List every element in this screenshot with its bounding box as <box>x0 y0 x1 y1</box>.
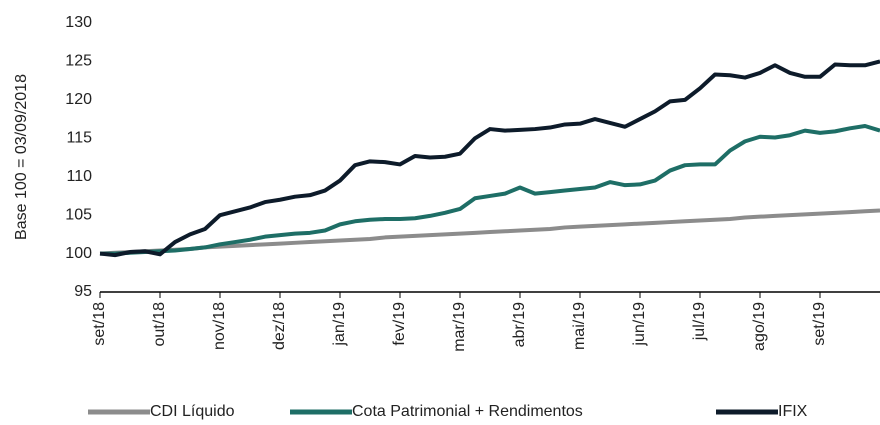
series-line <box>100 123 880 256</box>
y-tick-label: 115 <box>66 130 92 147</box>
y-tick-label: 100 <box>65 245 92 262</box>
series-line <box>99 59 880 258</box>
legend-label: Cota Patrimonial + Rendimentos <box>352 403 583 420</box>
x-tick-label: jun/19 <box>631 302 648 347</box>
y-axis-label: Base 100 = 03/09/2018 <box>13 74 30 240</box>
y-tick-label: 130 <box>65 14 92 31</box>
x-tick-label: set/19 <box>811 302 828 346</box>
x-tick-label: dez/18 <box>271 302 288 350</box>
x-tick-label: mar/19 <box>451 302 468 352</box>
y-tick-label: 110 <box>66 168 92 185</box>
x-tick-label: mai/19 <box>571 302 588 350</box>
y-tick-label: 95 <box>74 283 92 300</box>
legend-label: IFIX <box>778 403 808 420</box>
x-tick-label: abr/19 <box>511 302 528 347</box>
x-tick-label: ago/19 <box>751 302 768 351</box>
x-tick-label: nov/18 <box>211 302 228 350</box>
y-tick-label: 125 <box>65 53 92 70</box>
y-tick-label: 120 <box>65 91 92 108</box>
x-tick-label: jul/19 <box>691 302 708 341</box>
x-tick-label: out/18 <box>151 302 168 347</box>
x-tick-label: fev/19 <box>391 302 408 346</box>
series-line <box>99 208 880 256</box>
legend-label: CDI Líquido <box>150 403 235 420</box>
x-tick-label: set/18 <box>91 302 108 346</box>
y-tick-label: 105 <box>65 206 92 223</box>
x-tick-label: jan/19 <box>331 302 348 347</box>
